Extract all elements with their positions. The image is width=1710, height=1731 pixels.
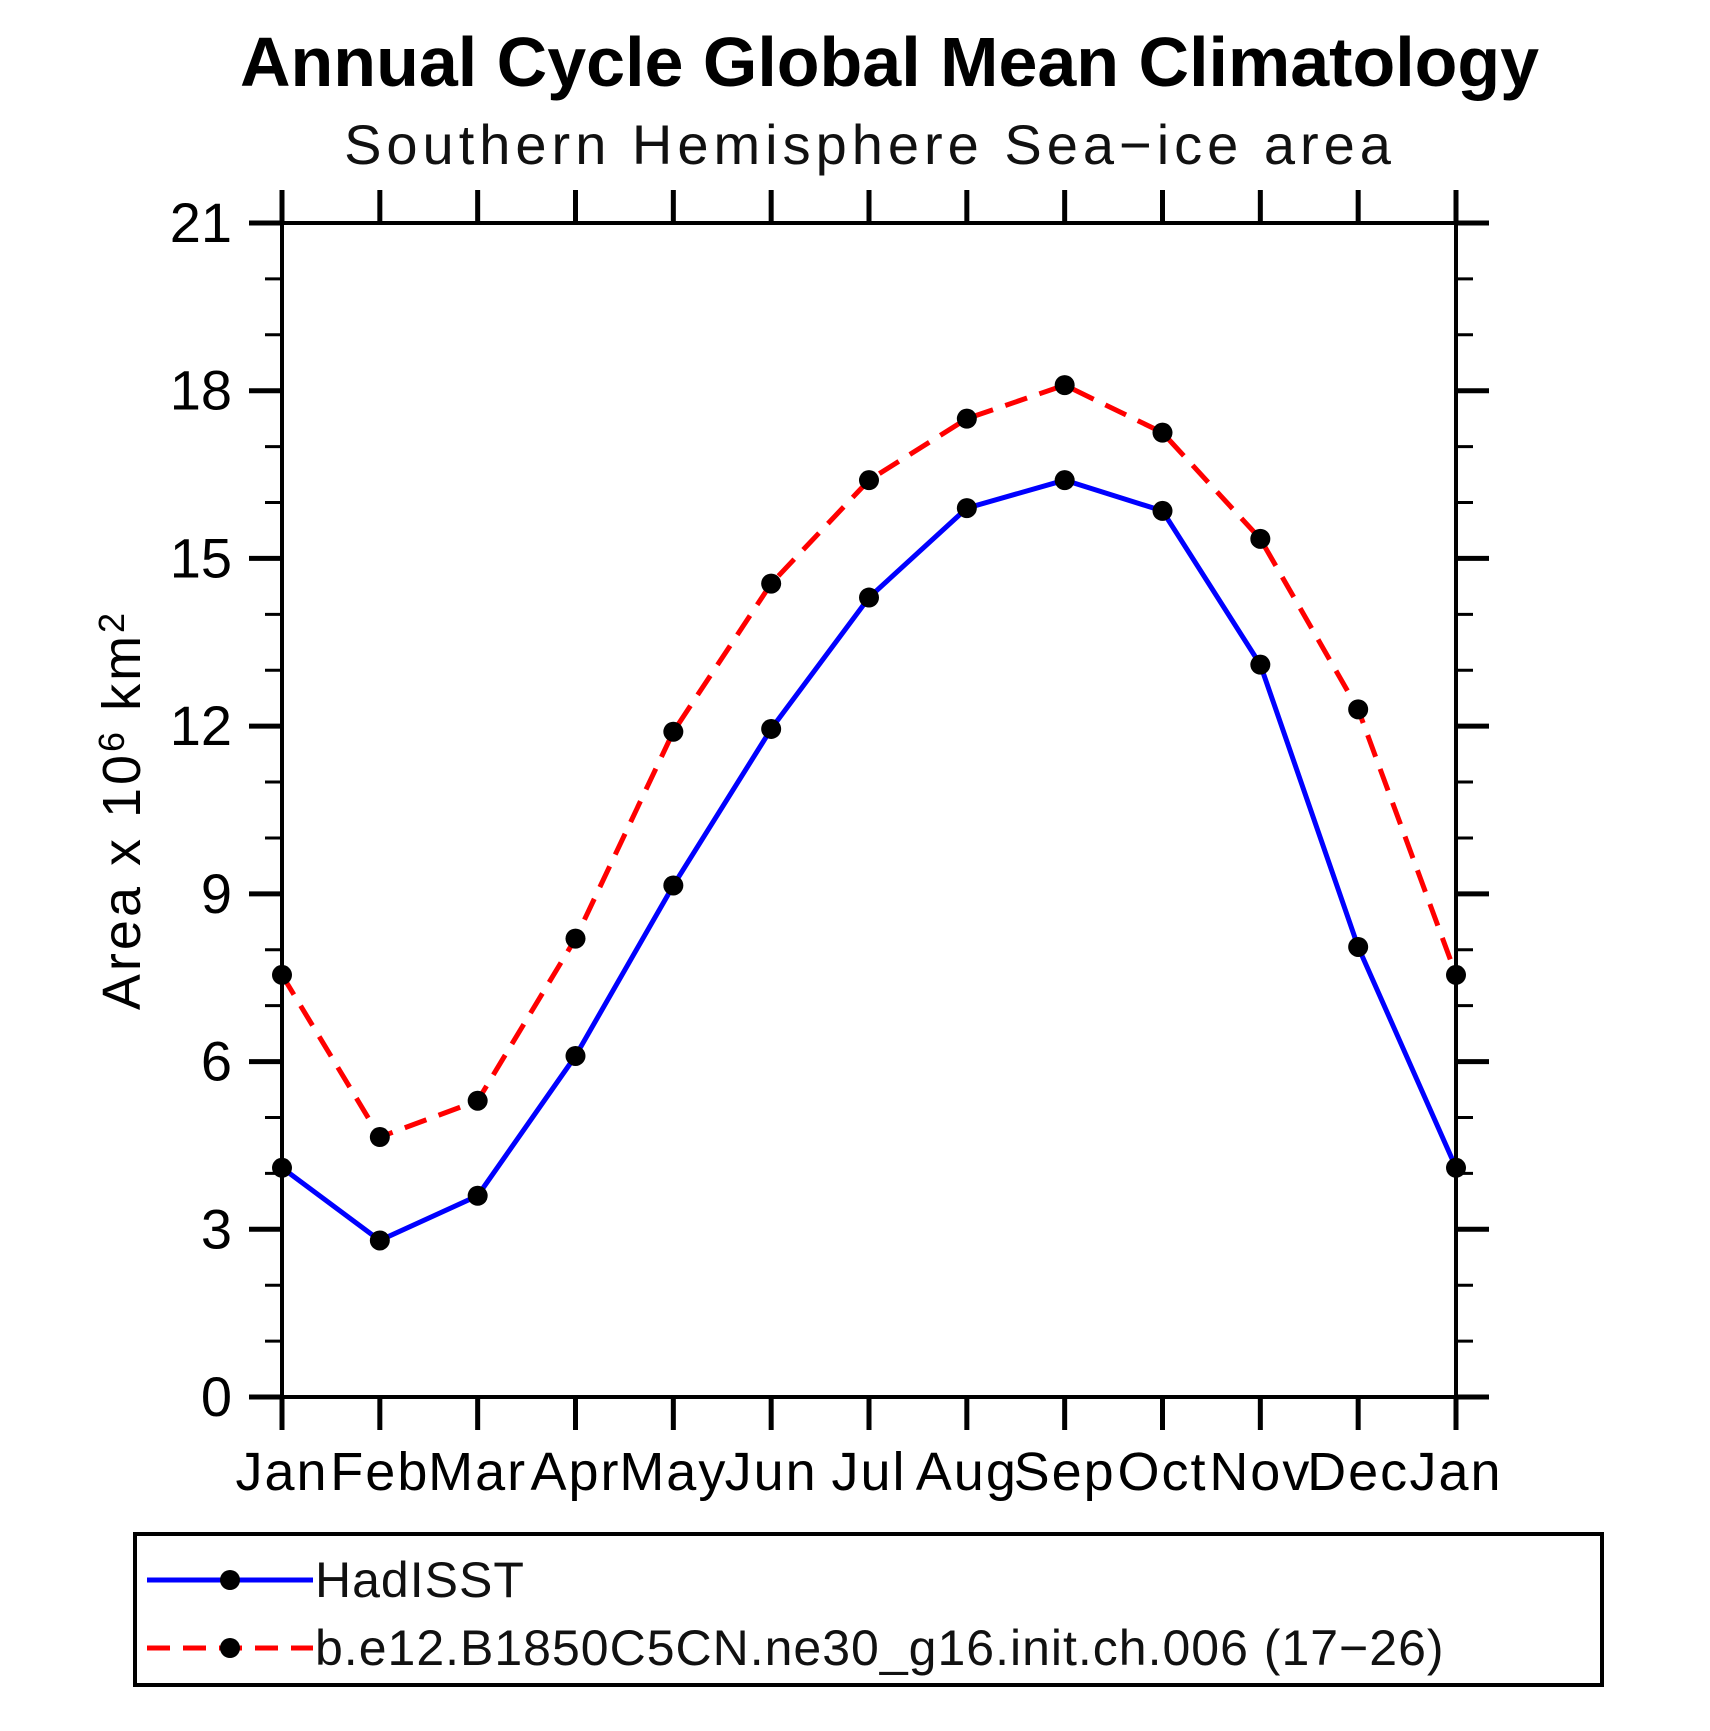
y-tick-label: 18 — [170, 359, 232, 422]
y-tick-label: 12 — [170, 694, 232, 757]
chart-title: Annual Cycle Global Mean Climatology — [240, 23, 1540, 101]
x-tick-label: Aug — [916, 1442, 1018, 1502]
legend-item-model: b.e12.B1850C5CN.ne30_g16.init.ch.006 (17… — [145, 1620, 1445, 1676]
x-tick-label: Mar — [428, 1442, 527, 1502]
x-tick-label: Jan — [1409, 1442, 1502, 1502]
x-tick-label: Apr — [530, 1442, 620, 1502]
data-point-marker-0 — [1446, 1157, 1466, 1178]
y-tick-label: 21 — [170, 191, 232, 254]
data-point-marker-0 — [272, 1157, 292, 1178]
data-point-marker-1 — [761, 573, 782, 594]
x-tick-label: Feb — [330, 1442, 429, 1502]
data-point-marker-1 — [663, 721, 684, 742]
x-tick-label: Jan — [235, 1442, 328, 1502]
series-line-1 — [279, 382, 1459, 1141]
legend-label-hadisst: HadISST — [315, 1552, 525, 1608]
data-point-marker-1 — [565, 928, 586, 949]
y-tick-label: 15 — [170, 526, 232, 589]
y-tick-label: 0 — [201, 1365, 232, 1428]
chart-subtitle: Southern Hemisphere Sea−ice area — [344, 113, 1396, 176]
data-point-marker-1 — [369, 1127, 390, 1148]
data-point-marker-0 — [565, 1045, 586, 1066]
legend-marker-dot — [220, 1570, 240, 1590]
data-point-marker-1 — [1250, 528, 1271, 549]
data-point-marker-0 — [956, 498, 977, 519]
legend-item-hadisst: HadISST — [145, 1552, 525, 1608]
legend-box: HadISST b.e12.B1850C5CN.ne30_g16.init.ch… — [133, 1532, 1604, 1687]
x-tick-label: Dec — [1307, 1442, 1409, 1502]
data-point-marker-1 — [956, 408, 977, 429]
data-point-marker-1 — [467, 1090, 488, 1111]
data-point-marker-1 — [1446, 964, 1466, 985]
y-tick-label: 6 — [201, 1030, 232, 1093]
legend-marker-dot — [220, 1638, 240, 1658]
plot-frame — [280, 221, 1458, 1399]
x-tick-label: May — [619, 1442, 727, 1502]
x-tick-label: Nov — [1209, 1442, 1311, 1502]
data-point-marker-0 — [761, 718, 782, 739]
data-point-marker-1 — [859, 470, 879, 491]
legend-swatch-dashed-line — [147, 1638, 313, 1658]
data-point-marker-0 — [1250, 654, 1271, 675]
x-tick-label: Jun — [725, 1442, 818, 1502]
data-point-marker-1 — [1054, 375, 1075, 396]
data-point-marker-0 — [663, 875, 684, 896]
data-point-marker-0 — [369, 1230, 390, 1251]
data-point-marker-1 — [1152, 422, 1173, 443]
data-point-marker-0 — [1152, 500, 1173, 521]
x-tick-label: Oct — [1117, 1442, 1207, 1502]
data-point-marker-0 — [1348, 936, 1369, 957]
data-point-marker-1 — [1348, 699, 1369, 720]
y-axis-label: Area x 106 km2 — [91, 610, 152, 1010]
data-point-marker-0 — [1054, 470, 1075, 491]
x-tick-label: Sep — [1014, 1442, 1116, 1502]
y-tick-label: 9 — [201, 862, 232, 925]
legend-swatch-solid-line — [147, 1570, 313, 1590]
legend-label-model: b.e12.B1850C5CN.ne30_g16.init.ch.006 (17… — [315, 1620, 1445, 1676]
data-point-marker-0 — [467, 1185, 488, 1206]
y-tick-label: 3 — [201, 1197, 232, 1260]
data-point-marker-1 — [272, 964, 292, 985]
x-tick-label: Jul — [831, 1442, 906, 1502]
data-point-marker-0 — [859, 587, 879, 608]
